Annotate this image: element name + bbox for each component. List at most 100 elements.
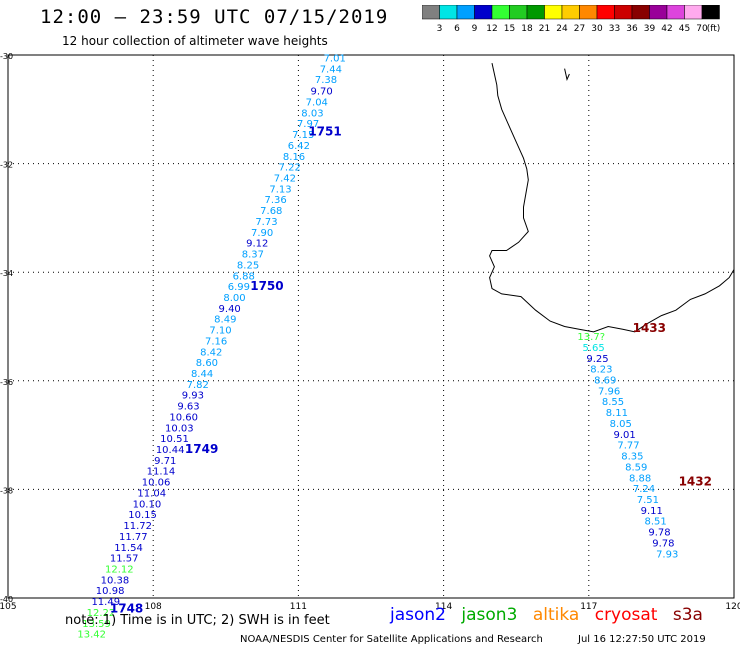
wave-height-value: 11.77 <box>119 532 148 543</box>
wave-height-value: 7.36 <box>265 195 287 206</box>
scale-tick-label: 45 <box>679 24 690 34</box>
island-outline <box>564 68 570 81</box>
wave-height-value: 7.13 <box>269 184 291 195</box>
wave-height-value: 7.97 <box>297 119 319 130</box>
pass-number-label: 1749 <box>185 442 218 456</box>
wave-height-value: 7.38 <box>315 75 337 86</box>
scale-tick-label: 9 <box>472 24 478 34</box>
scale-tick-label: 12 <box>486 24 497 34</box>
map-title: 12:00 – 23:59 UTC 07/15/2019 <box>40 6 389 28</box>
satellite-altika: altika <box>532 605 580 625</box>
wave-height-value: 9.25 <box>586 354 608 365</box>
scale-tick-label: 6 <box>454 24 460 34</box>
satellite-legend: jason2 jason3 altika cryosat s3a <box>390 605 713 625</box>
scale-tick-label: 21 <box>539 24 550 34</box>
wave-height-value: 13.42 <box>77 630 106 641</box>
wave-height-value: 8.69 <box>594 376 616 387</box>
map-frame <box>7 54 735 599</box>
pass-number-label: 1433 <box>633 321 666 335</box>
wave-height-value: 7.10 <box>209 326 231 337</box>
wave-height-value: 8.49 <box>214 315 236 326</box>
wave-height-value: 7.16 <box>205 336 227 347</box>
wave-height-value: 8.42 <box>200 347 222 358</box>
wave-height-value: 11.14 <box>147 467 176 478</box>
wave-height-value: 7.51 <box>637 495 659 506</box>
pass-number-label: 1748 <box>110 602 143 616</box>
wave-height-value: 8.60 <box>196 358 218 369</box>
wave-height-value: 13.59 <box>82 619 111 630</box>
scale-tick-label: 39 <box>644 24 656 34</box>
longitude-tick-label: 105 <box>0 602 17 612</box>
wave-height-value: 8.11 <box>606 408 628 419</box>
scale-tick-label: 42 <box>661 24 672 34</box>
latitude-tick-label: -38 <box>0 486 13 495</box>
wave-height-value: 11.57 <box>110 554 139 565</box>
timestamp-text: Jul 16 12:27:50 UTC 2019 <box>578 634 706 645</box>
wave-height-value: 8.05 <box>610 419 632 430</box>
wave-height-value: 6.42 <box>288 141 310 152</box>
pass-number-label: 1750 <box>250 279 283 293</box>
wave-height-value: 8.37 <box>242 250 264 261</box>
wave-height-value: 9.12 <box>246 239 268 250</box>
scale-tick-label: 70 <box>696 24 708 34</box>
latitude-tick-label: -32 <box>0 161 13 170</box>
wave-height-value: 10.98 <box>96 586 125 597</box>
wave-height-value: 8.55 <box>602 397 624 408</box>
color-scale-legend: 3 6 9 12 15 18 21 24 27 30 33 36 39 42 45 70(ft) <box>422 5 720 34</box>
wave-height-value: 9.40 <box>219 304 241 315</box>
scale-tick-label: 30 <box>591 24 603 34</box>
scale-swatch <box>701 5 720 20</box>
wave-height-value: 12.22 <box>87 608 116 619</box>
wave-height-value: 9.63 <box>177 402 199 413</box>
wave-height-value: 9.93 <box>182 391 204 402</box>
scale-tick-label: 3 <box>437 24 443 34</box>
footer-note: note: 1) Time is in UTC; 2) SWH is in fe… <box>65 613 330 628</box>
scale-tick-label: 18 <box>521 24 533 34</box>
pass-number-label: 1751 <box>308 124 341 138</box>
scale-tick-label: 33 <box>609 24 620 34</box>
wave-height-value: 11.54 <box>114 543 143 554</box>
longitude-tick-label: 111 <box>290 602 307 612</box>
wave-height-value: 7.96 <box>598 386 620 397</box>
wave-height-value: 7.22 <box>279 163 301 174</box>
wave-height-value: 12.12 <box>105 564 134 575</box>
wave-height-value: 8.25 <box>237 260 259 271</box>
wave-height-value: 7.42 <box>274 174 296 185</box>
wave-height-value: 7.73 <box>255 217 277 228</box>
wave-height-value: 7.82 <box>187 380 209 391</box>
wave-height-value: 8.00 <box>223 293 245 304</box>
wave-height-value: 9.11 <box>641 506 663 517</box>
wave-height-value: 7.24 <box>633 484 655 495</box>
credit-text: NOAA/NESDIS Center for Satellite Applica… <box>240 634 543 645</box>
wave-height-value: 10.60 <box>169 412 198 423</box>
scale-tick-label: 15 <box>504 24 515 34</box>
wave-height-value: 10.51 <box>160 434 189 445</box>
satellite-jason2: jason2 <box>390 605 446 625</box>
wave-height-value: 9.01 <box>613 430 635 441</box>
wave-height-value: 10.06 <box>142 478 171 489</box>
longitude-tick-label: 117 <box>580 602 597 612</box>
latitude-tick-label: -36 <box>0 378 13 387</box>
satellite-jason3: jason3 <box>461 605 518 625</box>
longitude-tick-label: 108 <box>145 602 162 612</box>
wave-height-value: 7.15 <box>292 130 314 141</box>
wave-height-value: 9.78 <box>652 538 674 549</box>
wave-height-value: 7.01 <box>324 54 346 65</box>
wave-height-value: 8.59 <box>625 462 647 473</box>
wave-height-value: 10.44 <box>156 445 185 456</box>
satellite-cryosat: cryosat <box>594 605 658 625</box>
wave-height-value: 7.68 <box>260 206 282 217</box>
wave-height-value: 11.49 <box>91 597 120 608</box>
latitude-tick-label: -30 <box>0 52 13 61</box>
latitude-tick-label: -34 <box>0 269 13 278</box>
longitude-tick-label: 120 <box>725 602 740 612</box>
wave-height-value: 10.03 <box>165 423 194 434</box>
wave-height-value: 9.78 <box>648 528 670 539</box>
wave-height-value: 10.10 <box>133 499 162 510</box>
wave-height-value: 11.04 <box>137 488 166 499</box>
wave-height-value: 8.16 <box>283 152 305 163</box>
wave-height-value: 8.88 <box>629 473 651 484</box>
map-subtitle: 12 hour collection of altimeter wave hei… <box>62 34 328 48</box>
wave-height-value: 7.77 <box>617 441 639 452</box>
scale-tick-label: 24 <box>556 24 568 34</box>
